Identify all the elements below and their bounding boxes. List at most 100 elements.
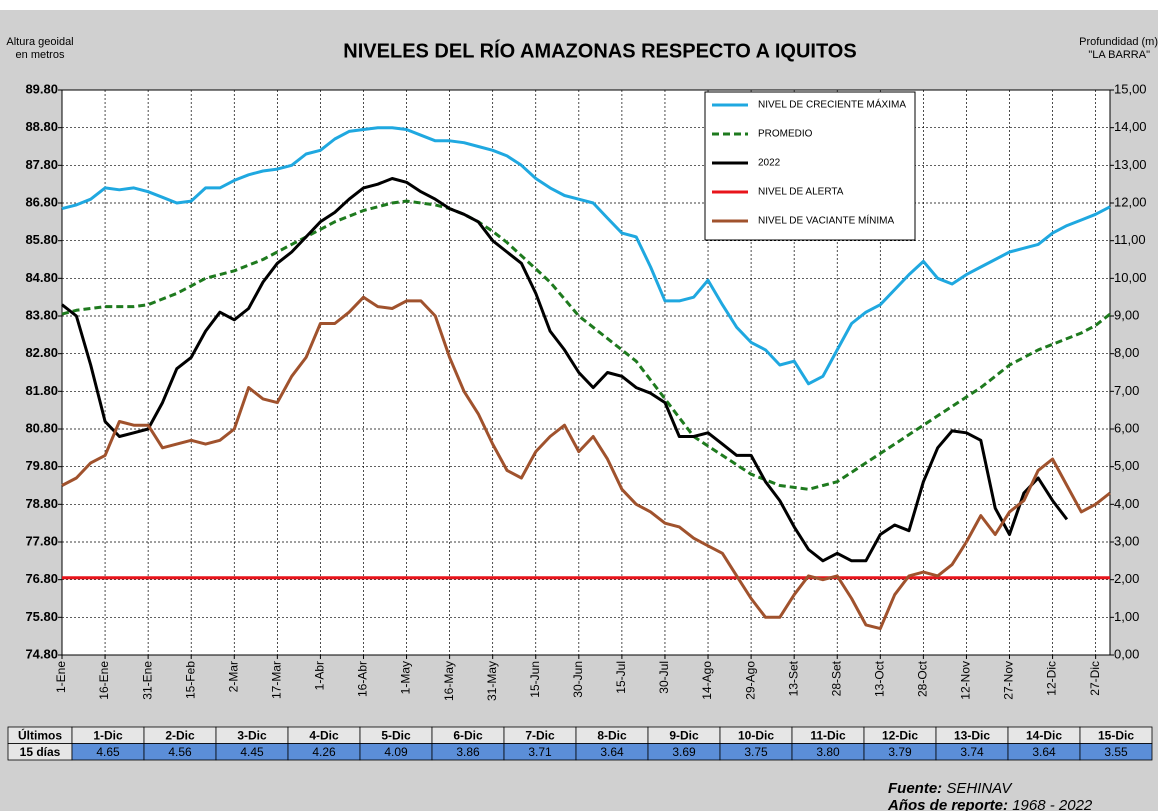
table-value: 3.86 xyxy=(456,745,480,759)
table-header: 11-Dic xyxy=(810,728,846,742)
table-header: 7-Dic xyxy=(525,728,555,742)
y2-tick-label: 9,00 xyxy=(1114,307,1139,322)
x-tick-label: 15-Feb xyxy=(183,661,197,699)
x-tick-label: 13-Oct xyxy=(872,660,886,697)
series-line xyxy=(61,199,1111,491)
table-value: 3.80 xyxy=(816,745,840,759)
x-tick-label: 17-Mar xyxy=(270,661,284,699)
y-tick-label: 80.80 xyxy=(25,420,58,435)
y2-tick-label: 11,00 xyxy=(1114,232,1146,247)
x-tick-label: 16-May xyxy=(442,661,456,701)
legend-label: PROMEDIO xyxy=(758,129,813,140)
footer-years: Años de reporte: 1968 - 2022 xyxy=(887,797,1093,811)
y-tick-label: 82.80 xyxy=(25,345,58,360)
table-value: 3.71 xyxy=(528,745,552,759)
x-tick-label: 30-Jun xyxy=(571,661,585,698)
x-tick-label: 2-Mar xyxy=(226,661,240,692)
table-header: 3-Dic xyxy=(237,728,267,742)
x-tick-label: 16-Ene xyxy=(97,661,111,700)
footer-source: Fuente: SEHINAV xyxy=(888,780,1013,797)
y-tick-label: 85.80 xyxy=(25,232,58,247)
y2-tick-label: 2,00 xyxy=(1114,571,1139,586)
table-value: 3.64 xyxy=(600,745,624,759)
x-tick-label: 28-Set xyxy=(829,660,843,696)
table-value: 15 días xyxy=(20,745,61,759)
x-tick-label: 1-Abr xyxy=(313,661,327,690)
x-tick-label: 14-Ago xyxy=(700,661,714,700)
table-header: 9-Dic xyxy=(669,728,699,742)
x-tick-label: 30-Jul xyxy=(657,661,671,694)
y2-tick-label: 7,00 xyxy=(1114,383,1139,398)
table-value: 3.55 xyxy=(1104,745,1128,759)
y-tick-label: 87.80 xyxy=(25,157,58,172)
y2-tick-label: 3,00 xyxy=(1114,533,1139,548)
legend-box xyxy=(704,91,916,241)
table-header: 5-Dic xyxy=(381,728,411,742)
series-line xyxy=(61,126,1111,386)
table-value: 4.09 xyxy=(384,745,408,759)
legend-label: 2022 xyxy=(758,158,781,169)
source: SEHINAV xyxy=(946,780,1013,797)
y2-axis-label: "LA BARRA" xyxy=(1088,49,1150,61)
table-value: 3.74 xyxy=(960,745,984,759)
y-tick-label: 77.80 xyxy=(25,533,58,548)
y2-tick-label: 14,00 xyxy=(1114,119,1147,134)
y-tick-label: 78.80 xyxy=(25,496,58,511)
x-tick-label: 1-Ene xyxy=(54,661,68,693)
table-header: 14-Dic xyxy=(1026,728,1062,742)
legend-label: NIVEL DE CRECIENTE MÁXIMA xyxy=(758,98,906,111)
x-tick-label: 13-Set xyxy=(786,660,800,696)
table-header: 8-Dic xyxy=(597,728,627,742)
table-header: 13-Dic xyxy=(954,728,990,742)
table: Últimos 15 días 1-Dic 4.65 2-Dic 4.56 3-Dic 4.4… xyxy=(7,726,1153,761)
plot-area xyxy=(61,89,1111,656)
y-tick-label: 89.80 xyxy=(25,81,58,96)
y-tick-label: 86.80 xyxy=(25,194,58,209)
years: 1968 - 2022 xyxy=(1012,797,1093,811)
years-label: Años de reporte: xyxy=(887,797,1008,811)
y2-tick-label: 15,00 xyxy=(1114,81,1147,96)
x-tick-label: 27-Dic xyxy=(1088,661,1102,696)
table-value: 4.65 xyxy=(96,745,120,759)
y-tick-label: 81.80 xyxy=(25,383,58,398)
table-header: 15-Dic xyxy=(1098,728,1134,742)
y-tick-label: 74.80 xyxy=(25,646,58,661)
lines xyxy=(61,126,1111,631)
y2-tick-label: 6,00 xyxy=(1114,420,1139,435)
grid xyxy=(58,89,1114,659)
y-axis-label: en metros xyxy=(16,49,65,61)
x-tick-label: 12-Dic xyxy=(1045,661,1059,696)
y-tick-label: 88.80 xyxy=(25,119,58,134)
x-tick-label: 1-May xyxy=(399,661,413,694)
x-tick-label: 15-Jul xyxy=(614,661,628,694)
y-tick-label: 83.80 xyxy=(25,307,58,322)
y2-tick-label: 0,00 xyxy=(1114,646,1139,661)
y2-tick-label: 8,00 xyxy=(1114,345,1139,360)
table-header: 10-Dic xyxy=(738,728,774,742)
y2-tick-label: 13,00 xyxy=(1114,157,1147,172)
table-value: 4.26 xyxy=(312,745,336,759)
y-tick-label: 75.80 xyxy=(25,609,58,624)
y-tick-label: 84.80 xyxy=(25,270,58,285)
y2-tick-label: 1,00 xyxy=(1114,609,1139,624)
legend-label: NIVEL DE VACIANTE MÍNIMA xyxy=(758,214,894,227)
table-header: 1-Dic xyxy=(93,728,123,742)
x-tick-label: 31-May xyxy=(485,661,499,701)
y2-tick-label: 12,00 xyxy=(1114,194,1147,209)
y2-tick-label: 5,00 xyxy=(1114,458,1139,473)
legend: NIVEL DE CRECIENTE MÁXIMA PROMEDIO 2022 NIV… xyxy=(704,91,916,241)
table-header: 6-Dic xyxy=(453,728,483,742)
table-cell xyxy=(1079,743,1153,761)
series-line xyxy=(61,177,1069,563)
chart-title: NIVELES DEL RÍO AMAZONAS RESPECTO A IQUI… xyxy=(343,39,856,62)
x-tick-label: 28-Oct xyxy=(916,660,930,697)
table-header: Últimos xyxy=(18,727,62,742)
x-tick-label: 27-Nov xyxy=(1002,661,1016,700)
table-header: 2-Dic xyxy=(165,728,195,742)
table-value: 3.64 xyxy=(1032,745,1056,759)
x-tick-label: 12-Nov xyxy=(959,661,973,700)
source-label: Fuente: xyxy=(888,780,942,797)
legend-label: NIVEL DE ALERTA xyxy=(758,187,844,198)
y-tick-label: 76.80 xyxy=(25,571,58,586)
